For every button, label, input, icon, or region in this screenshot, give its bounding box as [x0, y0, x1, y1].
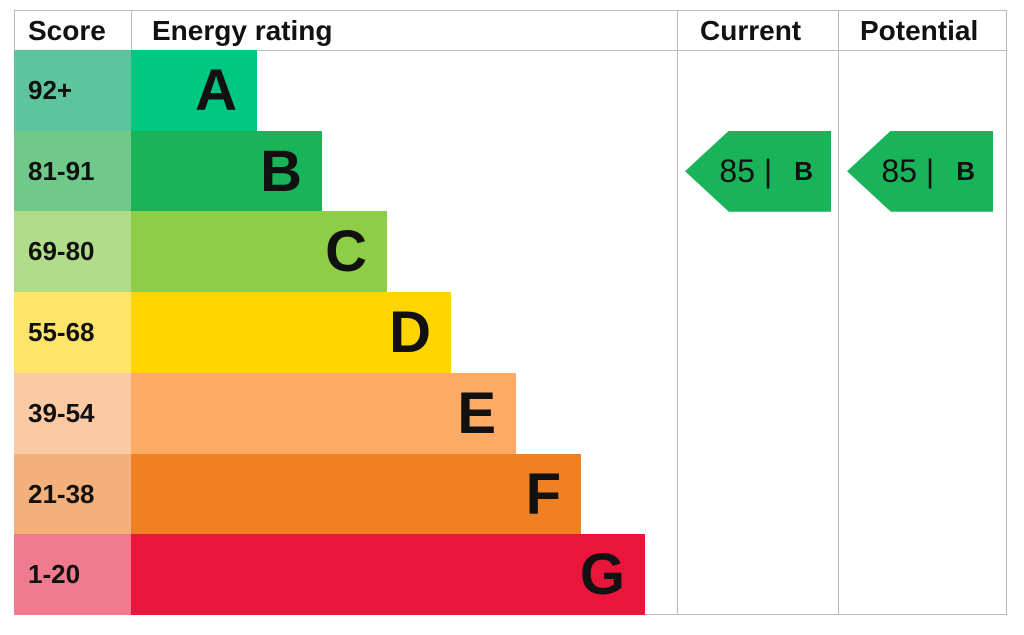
current-separator: | [763, 152, 773, 189]
score-range-a: 92+ [14, 50, 131, 131]
border-top [14, 10, 1007, 11]
score-range-c: 69-80 [14, 211, 131, 293]
score-divider [131, 10, 132, 50]
score-range-f: 21-38 [14, 453, 131, 535]
current-letter: B [794, 155, 813, 186]
rating-bar-b: B [131, 130, 322, 212]
header-score: Score [28, 15, 106, 46]
rating-bar-e: E [131, 372, 516, 454]
rating-bar-d: D [131, 292, 451, 374]
potential-rating-arrow: 85 | B [847, 130, 993, 212]
rating-bar-c: C [131, 211, 387, 293]
header-divider [14, 50, 1007, 51]
potential-letter: B [956, 155, 975, 186]
potential-score: 85 [881, 152, 918, 189]
potential-separator: | [925, 152, 935, 189]
current-divider [677, 10, 678, 615]
border-right [1006, 10, 1007, 615]
potential-divider [838, 10, 839, 615]
rating-bar-a: A [131, 50, 257, 131]
header-energy-rating: Energy rating [152, 15, 333, 46]
header-potential: Potential [860, 15, 979, 46]
score-range-e: 39-54 [14, 372, 131, 454]
score-range-g: 1-20 [14, 534, 131, 616]
score-range-d: 55-68 [14, 292, 131, 374]
rating-bar-f: F [131, 453, 581, 535]
header-current: Current [700, 15, 802, 46]
rating-bar-g: G [131, 534, 645, 616]
current-score: 85 [719, 152, 756, 189]
score-range-b: 81-91 [14, 130, 131, 212]
current-rating-arrow: 85 | B [685, 130, 831, 212]
